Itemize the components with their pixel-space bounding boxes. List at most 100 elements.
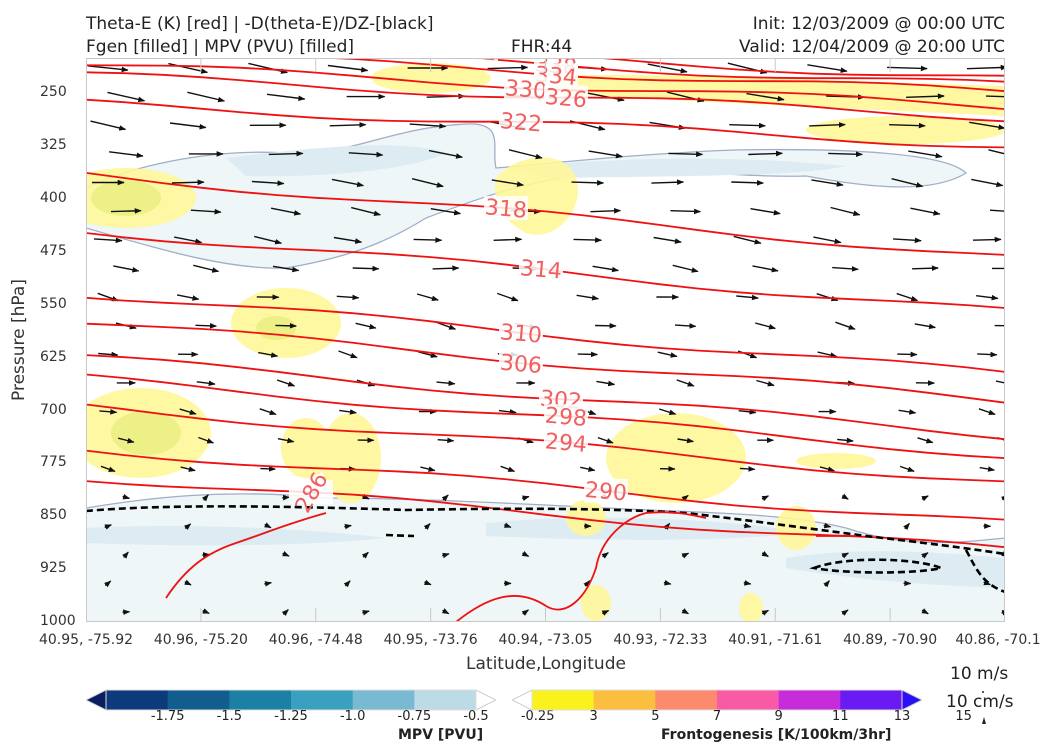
colorbar-segment bbox=[717, 690, 780, 710]
wind-vector bbox=[586, 92, 625, 102]
wind-vector bbox=[969, 121, 1005, 130]
wind-vector bbox=[180, 466, 196, 472]
colorbar-segment bbox=[532, 690, 595, 710]
theta-e-low-level bbox=[165, 511, 856, 622]
x-tick-label: 40.95, -75.92 bbox=[38, 632, 134, 648]
colorbar-tick-label: 15 bbox=[955, 709, 972, 724]
wind-vector bbox=[811, 179, 844, 187]
colorbar-tick-label: 9 bbox=[774, 709, 783, 724]
wind-vector bbox=[441, 494, 449, 502]
wind-vector bbox=[743, 580, 752, 586]
theta-e-label: 306 bbox=[499, 351, 543, 380]
colorbar-tick-label: -1.75 bbox=[150, 709, 185, 724]
title-left-line2: Fgen [filled] | MPV (PVU) [filled] bbox=[86, 37, 355, 57]
wind-vector bbox=[362, 610, 370, 616]
wind-vector bbox=[190, 208, 222, 215]
wind-vector bbox=[761, 609, 770, 616]
wind-vector bbox=[601, 552, 609, 559]
wind-vector bbox=[658, 408, 677, 415]
wind-vector bbox=[198, 436, 215, 444]
wind-vector bbox=[93, 237, 123, 244]
mpv-colorbar bbox=[86, 689, 496, 711]
wind-vector bbox=[921, 552, 929, 559]
colorbar-segment bbox=[840, 690, 903, 710]
wind-vector bbox=[590, 208, 622, 214]
wind-vector bbox=[487, 64, 529, 71]
theta-e-contour bbox=[86, 172, 1005, 256]
wind-vector bbox=[254, 235, 283, 245]
wind-vector bbox=[681, 494, 689, 502]
init-time: Init: 12/03/2009 @ 00:00 UTC bbox=[752, 14, 1005, 34]
wind-vector bbox=[183, 523, 192, 531]
fgen-colorbar-label: Frontogenesis [K/100km/3hr] bbox=[661, 727, 892, 743]
wind-vector bbox=[966, 64, 1005, 71]
forecast-hour: FHR:44 bbox=[511, 37, 573, 57]
wind-vector bbox=[329, 122, 367, 128]
theta-e-label: 314 bbox=[519, 256, 563, 285]
wind-vector bbox=[979, 466, 995, 472]
wind-vector bbox=[817, 351, 838, 358]
title-left-line1: Theta-E (K) [red] | -D(theta-E)/DZ-[blac… bbox=[86, 14, 434, 34]
colorbar-outline bbox=[105, 689, 477, 711]
colorbar-tick-label: -1.25 bbox=[274, 709, 308, 724]
theta-e-label-bg bbox=[544, 404, 588, 429]
wind-vector bbox=[1001, 494, 1005, 502]
wind-vector bbox=[508, 149, 543, 160]
theta-e-label: 298 bbox=[544, 403, 588, 432]
wind-vector bbox=[903, 522, 910, 531]
wind-vector bbox=[338, 350, 358, 359]
colorbar-tick-label: -0.75 bbox=[397, 709, 432, 724]
x-axis-label: Latitude,Longitude bbox=[466, 654, 626, 674]
wind-vector bbox=[264, 581, 272, 587]
wind-vector bbox=[813, 236, 842, 245]
wind-vector bbox=[897, 351, 918, 358]
theta-e-contour bbox=[86, 322, 1005, 404]
wind-vector bbox=[333, 236, 363, 244]
x-tick-label: 40.96, -74.48 bbox=[268, 632, 363, 648]
wind-vector bbox=[816, 293, 839, 302]
x-tick-label: 40.96, -75.20 bbox=[153, 632, 248, 648]
theta-e-contour bbox=[86, 98, 1005, 149]
colorbar-tick-label: 5 bbox=[651, 709, 660, 724]
theta-e-label-bg bbox=[519, 256, 563, 281]
mpv-fill-darker bbox=[86, 145, 1005, 588]
wind-vector bbox=[755, 322, 776, 330]
wind-vector bbox=[841, 552, 849, 559]
wind-vector bbox=[761, 495, 770, 502]
colorbar-segment bbox=[229, 690, 292, 710]
wind-vector bbox=[195, 323, 217, 329]
wind-vector bbox=[493, 236, 523, 243]
wind-legend-vertical: 10 cm/s bbox=[946, 692, 1014, 712]
wind-vector bbox=[889, 122, 926, 129]
colorbar-segment bbox=[167, 690, 230, 710]
wind-vector bbox=[571, 180, 605, 186]
theta-e-label: 290 bbox=[584, 478, 628, 507]
colorbar-min-arrow bbox=[86, 689, 107, 711]
theta-e-label: 322 bbox=[499, 109, 543, 138]
wind-vector bbox=[344, 523, 352, 530]
wind-vector bbox=[104, 524, 112, 530]
wind-legend-arrows bbox=[982, 691, 986, 724]
wind-vector bbox=[193, 264, 220, 273]
wind-vector bbox=[409, 123, 447, 129]
wind-vector bbox=[914, 323, 936, 330]
wind-vector bbox=[917, 437, 934, 444]
wind-vector bbox=[436, 380, 456, 387]
wind-vector bbox=[972, 236, 1002, 243]
wind-vector bbox=[420, 466, 436, 472]
wind-vector bbox=[179, 408, 197, 415]
wind-vector bbox=[989, 209, 1005, 212]
wind-vector bbox=[921, 495, 929, 502]
wind-vector bbox=[176, 294, 200, 301]
wind-vector bbox=[428, 149, 463, 159]
wind-vector bbox=[416, 293, 439, 302]
theta-e-label: 326 bbox=[544, 85, 588, 114]
wind-vector bbox=[109, 151, 144, 159]
wind-vector bbox=[988, 149, 1005, 155]
wind-vector bbox=[681, 552, 690, 559]
theta-e-label: 294 bbox=[544, 429, 588, 458]
mpv-colorbar-label: MPV [PVU] bbox=[398, 727, 484, 743]
theta-e-label-bg bbox=[499, 109, 543, 134]
wind-vector bbox=[976, 294, 999, 301]
wind-vector bbox=[411, 178, 444, 188]
